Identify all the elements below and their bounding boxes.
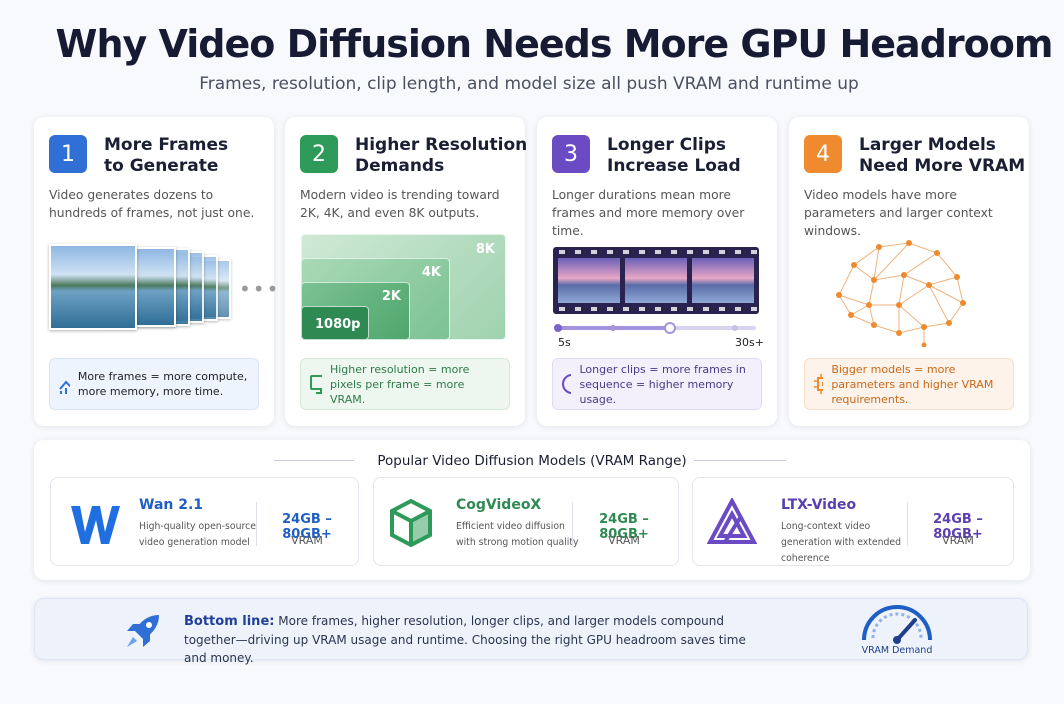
note: Bigger models = more parameters and high… (804, 358, 1014, 410)
vram: 24GB – 80GB+ (282, 512, 332, 542)
rule (694, 460, 786, 461)
model-card: CogVideoX Efficient video diffusion with… (373, 477, 679, 566)
bottom-panel: Bottom line: More frames, higher resolut… (34, 598, 1028, 665)
brain-network (836, 240, 966, 347)
card-title: Higher Resolution Demands (355, 135, 527, 177)
gauge (862, 605, 932, 644)
frame (49, 244, 137, 330)
card-title: Larger Models Need More VRAM (859, 135, 1025, 177)
vram-unit: VRAM (291, 534, 323, 547)
card-desc: Video generates dozens to hundreds of fr… (49, 188, 255, 220)
res-label: 8K (475, 242, 495, 257)
divider (256, 502, 257, 546)
logo (707, 498, 757, 544)
divider (907, 502, 908, 546)
models-panel: Popular Video Diffusion Models (VRAM Ran… (34, 440, 1030, 580)
timeline-label: 5s (558, 336, 571, 349)
model-card: Wan 2.1 High-quality open-source video g… (50, 477, 359, 566)
divider (572, 502, 573, 546)
res-box: 1080p (301, 306, 369, 340)
icon (310, 375, 322, 394)
note-text: Higher resolution = more pixels per fram… (329, 362, 470, 406)
card: 4 Larger Models Need More VRAM Video mode… (789, 117, 1029, 426)
logo (71, 506, 120, 544)
card: 2 Higher Resolution Demands Modern video … (285, 117, 527, 426)
subtitle: Frames, resolution, clip length, and mod… (199, 74, 859, 94)
rocket-icon (127, 615, 159, 647)
vram-unit: VRAM (942, 534, 974, 547)
vram: 24GB – 80GB+ (933, 512, 983, 542)
card-desc: Longer durations mean more frames and mo… (552, 188, 745, 238)
badge: 1 (49, 135, 87, 173)
note: Higher resolution = more pixels per fram… (300, 358, 510, 410)
note: Longer clips = more frames in sequence =… (552, 358, 762, 410)
bottom-text: Bottom line: More frames, higher resolut… (184, 612, 754, 667)
lead: Bottom line: (184, 614, 275, 629)
vram: 24GB – 80GB+ (599, 512, 649, 542)
card-desc: Modern video is trending toward 2K, 4K, … (300, 188, 500, 220)
line: Longer Clips (607, 135, 727, 155)
text: More frames, higher resolution, longer c… (184, 614, 746, 665)
res-label: 2K (381, 289, 401, 304)
line: Increase Load (607, 156, 741, 176)
line: to Generate (104, 156, 219, 176)
badge: 2 (300, 135, 338, 173)
model-name: Wan 2.1 (139, 497, 204, 513)
model-name: CogVideoX (456, 497, 542, 513)
card: 1 More Frames to Generate Video generates… (34, 117, 278, 426)
line: Larger Models (859, 135, 996, 155)
line: More Frames (104, 135, 229, 155)
logo (390, 498, 432, 548)
badge: 3 (552, 135, 590, 173)
line: Need More VRAM (859, 156, 1026, 176)
card-desc: Video models have more parameters and la… (804, 188, 993, 238)
card-title: More Frames to Generate (104, 135, 228, 177)
film-strip (553, 247, 759, 334)
model-name: LTX-Video (781, 497, 857, 513)
icon (59, 380, 70, 394)
timeline-label: 30s+ (735, 336, 764, 349)
gauge-label: VRAM Demand (861, 645, 933, 656)
vram-unit: VRAM (608, 534, 640, 547)
icon (562, 374, 572, 394)
model-desc: Efficient video diffusion with strong mo… (456, 521, 579, 548)
res-label: 4K (421, 265, 441, 280)
models-title: Popular Video Diffusion Models (VRAM Ran… (377, 453, 687, 469)
card-title: Longer Clips Increase Load (607, 135, 741, 177)
line: Higher Resolution (355, 135, 528, 155)
note: More frames = more compute, more memory,… (49, 358, 259, 410)
note-text: Bigger models = more parameters and high… (831, 362, 994, 406)
note-text: Longer clips = more frames in sequence =… (579, 362, 746, 406)
ellipsis: ••• (239, 277, 281, 301)
title: Why Video Diffusion Needs More GPU Headr… (55, 22, 1054, 66)
icon (814, 374, 824, 394)
res-label: 1080p (315, 317, 361, 332)
model-card: LTX-Video Long-context video generation … (692, 477, 1014, 566)
rule (274, 460, 354, 461)
badge: 4 (804, 135, 842, 173)
model-desc: High-quality open-source video generatio… (139, 521, 256, 548)
model-desc: Long-context video generation with exten… (781, 521, 902, 564)
line: Demands (355, 156, 445, 176)
card: 3 Longer Clips Increase Load Longer durat… (537, 117, 777, 426)
note-text: More frames = more compute, more memory,… (77, 370, 248, 398)
